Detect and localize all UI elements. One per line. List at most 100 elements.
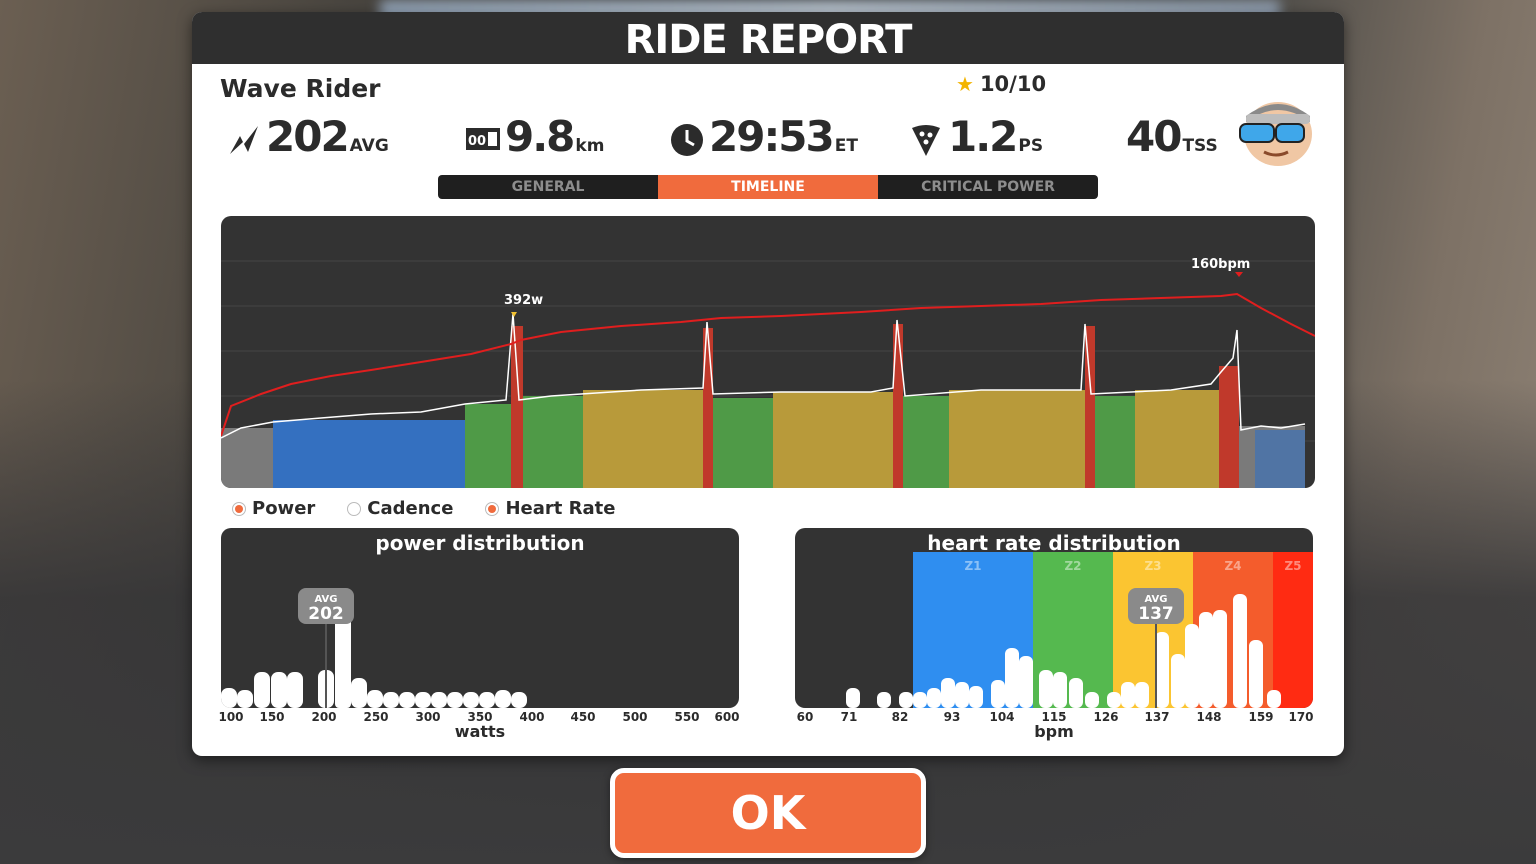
timeline-chart: 392w 160bpm	[221, 216, 1315, 488]
hr-tick: 170	[1288, 710, 1314, 724]
hr-tick: 137	[1144, 710, 1170, 724]
power-tick: 300	[415, 710, 441, 724]
hr-x-title: bpm	[1034, 722, 1074, 741]
stat-distance: 00 9.8 km	[465, 112, 604, 168]
hr-tick: 93	[943, 710, 961, 724]
zone-block-green	[1095, 396, 1135, 488]
stat-avg-power: 202 AVG	[226, 112, 389, 168]
hr-tick: 126	[1093, 710, 1119, 724]
hr-distribution-title: heart rate distribution	[927, 531, 1181, 555]
zone-block-red	[511, 326, 523, 488]
lightning-icon	[230, 126, 258, 154]
zone-block-yellow	[583, 390, 703, 488]
legend-power-label: Power	[252, 498, 316, 519]
hr-tick: 60	[796, 710, 814, 724]
power-avg-label: AVG	[314, 594, 337, 605]
star-icon: ★	[956, 72, 974, 96]
stat-elapsed-time: 29:53 ET	[669, 112, 858, 168]
hr-tick: 82	[891, 710, 909, 724]
zone-block-blue	[1255, 430, 1305, 488]
legend-heart-rate[interactable]: Heart Rate	[485, 498, 615, 519]
power-avg-value: 202	[308, 604, 344, 624]
power-zone-blocks	[221, 324, 1305, 488]
activity-name: Wave Rider	[220, 74, 381, 103]
legend-cadence-label: Cadence	[367, 498, 454, 519]
chart-legend: Power Cadence Heart Rate	[232, 498, 615, 519]
radio-power[interactable]	[232, 501, 246, 516]
zone-label-z2: Z2	[1064, 559, 1081, 573]
zone-label-z4: Z4	[1224, 559, 1241, 573]
stat-tss: 40 TSS	[1126, 112, 1218, 168]
stat-pizza-value: 1.2	[948, 112, 1018, 161]
ok-button[interactable]: OK	[610, 768, 926, 858]
rating-value: 10/10	[979, 72, 1047, 96]
power-tick: 150	[259, 710, 285, 724]
svg-text:00: 00	[468, 134, 486, 149]
zone-block-red	[1085, 326, 1095, 488]
zone-label-z3: Z3	[1144, 559, 1161, 573]
power-tick: 450	[570, 710, 596, 724]
zone-label-z5: Z5	[1284, 559, 1301, 573]
power-tick: 400	[519, 710, 545, 724]
hr-tick: 115	[1041, 710, 1067, 724]
hr-distribution-svg: Z1 Z2 Z3 Z4 Z5	[846, 552, 1313, 708]
pizza-slice-icon	[912, 125, 940, 156]
zone-block-yellow	[773, 392, 893, 488]
power-tick: 350	[467, 710, 493, 724]
power-x-title: watts	[454, 722, 506, 741]
stat-time-value: 29:53	[709, 112, 835, 161]
zone-block-yellow	[1135, 390, 1219, 488]
odometer-icon: 00	[466, 128, 500, 150]
ride-report-panel: RIDE REPORT Wave Rider ★ 10/10 202 AVG 00…	[192, 12, 1344, 756]
radio-heart-rate[interactable]	[485, 501, 500, 516]
zone-label-z1: Z1	[964, 559, 981, 573]
legend-cadence[interactable]: Cadence	[347, 498, 453, 519]
power-tick: 500	[622, 710, 648, 724]
power-tick: 100	[218, 710, 244, 724]
legend-power[interactable]: Power	[232, 498, 315, 519]
hr-bars	[846, 594, 1281, 708]
radio-cadence[interactable]	[347, 501, 362, 516]
hr-tick: 104	[989, 710, 1015, 724]
power-peak-marker	[511, 312, 517, 317]
hr-tick: 71	[840, 710, 858, 724]
clock-icon	[671, 124, 703, 156]
stat-tss-value: 40	[1126, 112, 1182, 161]
power-tick: 550	[674, 710, 700, 724]
zone-block-green	[713, 398, 773, 488]
zone-block-green	[523, 396, 583, 488]
tab-timeline[interactable]: TIMELINE	[658, 175, 878, 199]
legend-heart-rate-label: Heart Rate	[505, 498, 616, 519]
stat-power-unit: AVG	[349, 136, 389, 156]
timeline-svg: 392w 160bpm	[221, 257, 1315, 488]
zone-block-green	[465, 404, 511, 488]
stat-power-value: 202	[266, 112, 350, 161]
report-tabs: GENERAL TIMELINE CRITICAL POWER	[438, 175, 1098, 199]
zone-block-yellow	[949, 390, 1085, 488]
zone-block-green	[903, 396, 949, 488]
hr-avg-label: AVG	[1144, 594, 1167, 605]
power-tick: 250	[363, 710, 389, 724]
power-distribution-svg: AVG 202	[221, 588, 527, 708]
zone-block-red	[703, 328, 713, 488]
tab-general[interactable]: GENERAL	[438, 175, 658, 199]
stat-distance-unit: km	[575, 136, 605, 156]
stat-pizza-unit: PS	[1018, 136, 1044, 156]
stat-time-unit: ET	[834, 136, 858, 156]
hr-peak-marker	[1235, 272, 1243, 277]
power-tick: 600	[714, 710, 740, 724]
zone-block-red	[893, 324, 903, 488]
avatar	[1239, 102, 1312, 166]
stat-pizza: 1.2 PS	[908, 112, 1043, 168]
power-distribution-chart: power distribution	[221, 528, 739, 708]
hr-zone-z5	[1273, 552, 1313, 708]
zone-block-gray	[221, 428, 273, 488]
hr-avg-value: 137	[1138, 604, 1174, 624]
zone-block-blue	[273, 420, 465, 488]
power-line	[221, 313, 1306, 439]
power-tick: 200	[311, 710, 337, 724]
power-peak-label: 392w	[504, 293, 543, 308]
hr-tick: 159	[1248, 710, 1274, 724]
heart-rate-line	[221, 292, 1315, 437]
tab-critical-power[interactable]: CRITICAL POWER	[878, 175, 1098, 199]
